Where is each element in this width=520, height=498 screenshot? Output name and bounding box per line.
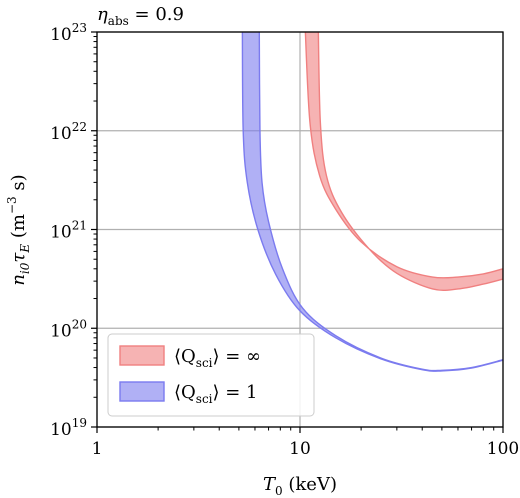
legend-label-q-infinity-pre: ⟨Q: [174, 346, 196, 367]
x-tick-label: 10: [289, 439, 311, 459]
title-symbol: η: [97, 4, 108, 25]
legend-swatch-q-infinity: [119, 345, 165, 366]
axis-ticks: 1 10 100 1019 1020 1021 1022 1023: [50, 21, 519, 459]
y-tick-label: 1023: [50, 21, 87, 45]
y-axis-unit-open: (m: [8, 214, 29, 244]
y-axis-unit-close: s): [8, 174, 29, 196]
x-axis-symbol: T: [263, 474, 277, 495]
x-tick-label: 100: [487, 439, 519, 459]
legend-label-q-infinity-sub: sci: [196, 356, 213, 370]
legend-label-q-one: ⟨Qsci⟩ = 1: [174, 382, 258, 406]
data-bands: [241, 32, 503, 372]
chart-title: ηabs = 0.9: [97, 4, 184, 28]
legend-label-q-infinity: ⟨Qsci⟩ = ∞: [174, 346, 261, 370]
title-rest: = 0.9: [129, 4, 184, 25]
legend-label-q-one-pre: ⟨Q: [174, 382, 196, 403]
y-axis-subscript-i0: i0: [18, 262, 32, 274]
x-axis-unit: (keV): [283, 474, 337, 495]
legend-swatch-q-one: [119, 381, 165, 402]
band-q-one: [241, 32, 503, 372]
legend: ⟨Qsci⟩ = ∞ ⟨Qsci⟩ = 1: [107, 333, 315, 417]
y-tick-label: 1021: [50, 219, 87, 243]
y-axis-symbol-n: n: [8, 274, 29, 286]
legend-label-q-infinity-post: ⟩ = ∞: [213, 346, 262, 367]
title-subscript: abs: [108, 14, 129, 28]
y-axis-unit-exponent: −3: [5, 196, 19, 214]
y-tick-label: 1020: [50, 317, 87, 341]
legend-label-q-one-sub: sci: [196, 392, 213, 406]
y-axis-symbol-tau: τ: [8, 252, 29, 263]
y-tick-label: 1019: [50, 416, 87, 440]
y-tick-label: 1022: [50, 120, 87, 144]
y-axis-label: ni0τE (m−3 s): [5, 174, 32, 285]
legend-label-q-one-post: ⟩ = 1: [213, 382, 258, 403]
x-tick-label: 1: [92, 439, 103, 459]
band-q-infinity: [304, 32, 503, 292]
x-axis-subscript: 0: [275, 484, 283, 498]
x-axis-label: T0 (keV): [263, 474, 337, 498]
y-axis-subscript-e: E: [18, 244, 32, 254]
